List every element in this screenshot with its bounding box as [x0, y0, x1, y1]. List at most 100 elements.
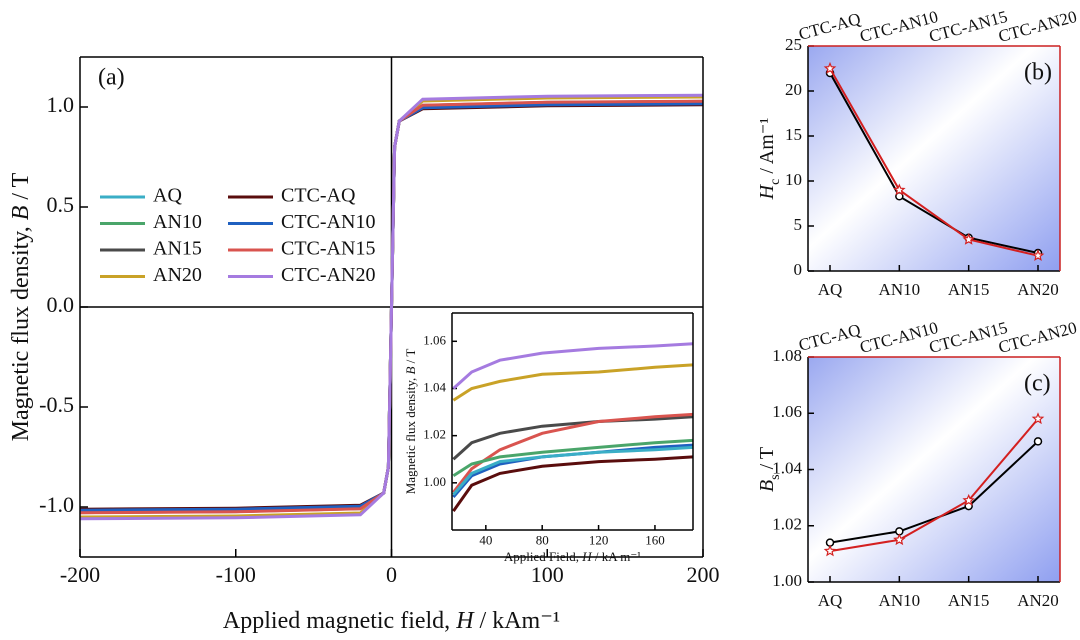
x-tick-label: -200	[60, 562, 100, 587]
y-tick-label: -1.0	[39, 492, 74, 517]
series-line	[452, 455, 693, 512]
axis-label: Magnetic flux density, B / T	[403, 349, 418, 495]
axis-label: Magnetic flux density, B / T	[8, 172, 34, 441]
y-tick-label: -0.5	[39, 392, 74, 417]
axis-label-part: B	[8, 205, 34, 220]
x-tick-label: 120	[589, 533, 609, 548]
plot-background	[808, 357, 1060, 582]
legend-label: AN15	[153, 238, 202, 260]
legend-label: AN20	[153, 264, 202, 286]
star-marker	[823, 544, 837, 557]
series-line	[452, 415, 693, 461]
axis-label-part: B	[756, 480, 778, 492]
series-line	[452, 363, 693, 402]
x-tick-label: 0	[386, 562, 397, 587]
axis-label: Applied magnetic field, H / kAm⁻¹	[223, 608, 560, 634]
series-line	[829, 72, 1039, 254]
y-tick-label: 5	[794, 215, 803, 234]
panel-label: (a)	[98, 65, 125, 91]
y-tick-label: 0.5	[47, 192, 75, 217]
y-tick-label: 1.06	[772, 402, 802, 421]
legend-label: CTC-AN20	[281, 264, 375, 286]
axis-label-part: / Am⁻¹	[756, 118, 778, 179]
legend-label: AQ	[153, 185, 182, 207]
y-tick-label: 20	[785, 80, 802, 99]
top-tick-label: CTC-AQ	[797, 320, 863, 355]
y-tick-label: 1.00	[772, 571, 802, 590]
star-marker	[1031, 412, 1045, 425]
axis-label-part: H	[455, 608, 475, 634]
x-tick-label: 80	[536, 533, 549, 548]
axis-label-part: Applied magnetic field,	[223, 608, 456, 634]
top-tick-label: CTC-AQ	[797, 9, 863, 44]
y-tick-label: 1.04	[423, 379, 446, 394]
x-tick-label: 40	[479, 533, 492, 548]
y-tick-label: 1.0	[47, 92, 75, 117]
x-tick-label: AN20	[1017, 280, 1059, 299]
panel-label: (c)	[1024, 371, 1051, 397]
y-tick-label: 1.00	[423, 474, 446, 489]
panel-label: (b)	[1024, 60, 1052, 86]
axis-label-part: B	[403, 367, 418, 375]
axis-label-part: / kAm⁻¹	[474, 608, 561, 634]
star-marker	[823, 61, 837, 74]
axis-label-part: s	[768, 474, 783, 479]
y-tick-label: 1.02	[772, 515, 802, 534]
star-marker	[962, 232, 975, 245]
x-tick-label: AN15	[948, 591, 990, 610]
x-tick-label: AN10	[879, 280, 921, 299]
x-tick-label: AN15	[948, 280, 990, 299]
axis-label-part: / T	[8, 172, 34, 205]
axis-label-part: H	[756, 183, 778, 200]
x-tick-label: 200	[687, 562, 720, 587]
series-line	[452, 438, 693, 478]
legend-label: AN10	[153, 211, 202, 233]
axis-label-part: / T	[403, 349, 418, 367]
y-tick-label: 1.04	[772, 458, 802, 477]
legend-label: CTC-AN10	[281, 211, 375, 233]
x-tick-label: AQ	[818, 591, 843, 610]
star-marker	[893, 183, 906, 196]
x-tick-label: 100	[531, 562, 564, 587]
legend-label: CTC-AQ	[281, 185, 356, 207]
axis-label-part: Applied Field,	[504, 549, 582, 564]
series-line	[452, 445, 693, 496]
y-tick-label: 10	[785, 170, 802, 189]
top-tick-label: CTC-AN20	[996, 318, 1078, 357]
series-line	[829, 68, 1039, 257]
circle-marker	[1033, 437, 1043, 446]
plot-background	[808, 46, 1060, 271]
axis-label-part: Magnetic flux density,	[8, 220, 34, 441]
legend-label: CTC-AN15	[281, 238, 375, 260]
y-tick-label: 0	[794, 260, 803, 279]
axis-label-part: c	[768, 179, 783, 185]
x-tick-label: AQ	[818, 280, 843, 299]
axis-label: Applied Field, H / kA m⁻¹	[504, 549, 641, 564]
star-marker	[1031, 249, 1045, 261]
y-tick-label: 1.08	[772, 346, 802, 365]
x-tick-label: AN10	[879, 591, 921, 610]
y-tick-label: 1.02	[423, 427, 446, 442]
y-tick-label: 1.06	[423, 332, 446, 347]
axis-label-part: / T	[756, 447, 778, 474]
series-line	[829, 418, 1039, 553]
y-tick-label: 15	[785, 125, 802, 144]
series-line	[80, 93, 703, 521]
star-marker	[893, 533, 906, 546]
y-tick-label: 0.0	[47, 292, 75, 317]
axis-label-part: H	[581, 549, 592, 564]
series-line	[452, 412, 693, 494]
series-line	[829, 440, 1039, 544]
x-tick-label: AN20	[1017, 591, 1059, 610]
axis-label: Bs / T	[756, 447, 783, 492]
axis-label-part: / kA m⁻¹	[592, 549, 642, 564]
y-tick-label: 25	[785, 35, 802, 54]
axis-label-part: Magnetic flux density,	[403, 375, 418, 495]
axis-label: Hc / Am⁻¹	[756, 118, 783, 201]
top-tick-label: CTC-AN20	[996, 7, 1078, 46]
star-marker	[962, 493, 975, 506]
x-tick-label: 160	[645, 533, 665, 548]
x-tick-label: -100	[216, 562, 256, 587]
series-line	[452, 342, 693, 390]
